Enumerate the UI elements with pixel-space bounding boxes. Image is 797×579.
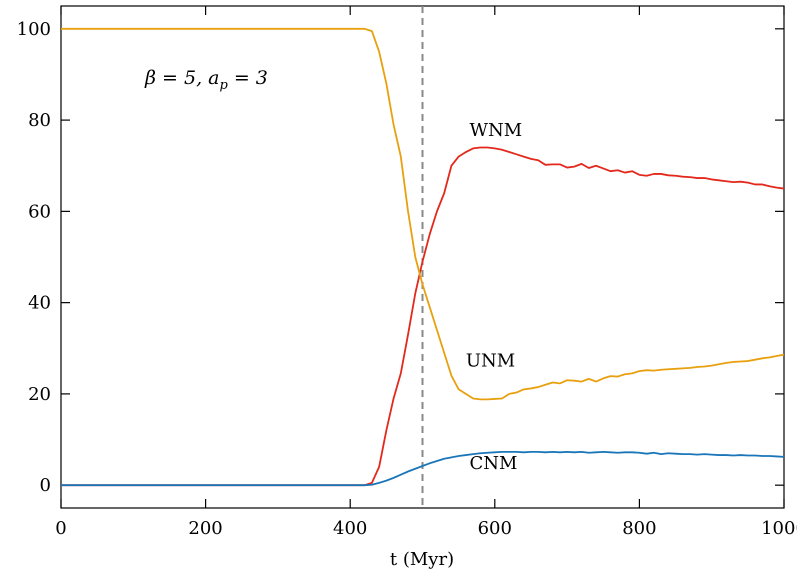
y-tick-label: 60 <box>28 201 51 222</box>
series-line-unm <box>61 27 785 401</box>
series-label-wnm: WNM <box>469 120 522 141</box>
series-line-wnm <box>61 146 785 487</box>
parameter-annotation: β = 5, ap = 3 <box>144 67 268 93</box>
series-labels: WNM UNM CNM <box>466 120 522 474</box>
x-tick-label: 600 <box>478 518 512 539</box>
series-lines <box>61 27 785 487</box>
x-tick-label: 800 <box>622 518 656 539</box>
y-tick-label: 100 <box>17 19 51 40</box>
x-tick-label: 0 <box>55 518 66 539</box>
y-tick-label: 40 <box>28 293 51 314</box>
series-label-cnm: CNM <box>469 453 517 474</box>
y-tick-label: 80 <box>28 110 51 131</box>
y-tick-label: 0 <box>40 475 51 496</box>
x-axis-label: t (Myr) <box>390 549 454 570</box>
x-tick-label: 400 <box>333 518 367 539</box>
x-tick-label: 200 <box>188 518 222 539</box>
series-label-unm: UNM <box>466 351 515 372</box>
series-line-cnm <box>61 450 785 487</box>
y-tick-label: 20 <box>28 384 51 405</box>
